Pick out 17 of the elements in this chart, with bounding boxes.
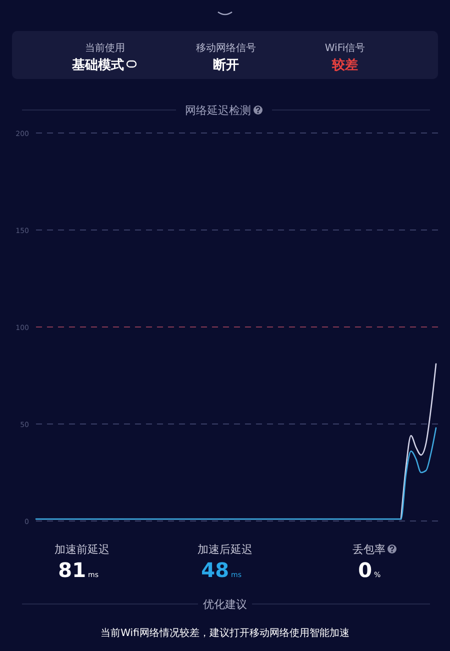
text: 81 <box>58 558 86 582</box>
text: 加速前延迟 <box>54 543 110 556</box>
text: 基础模式 <box>71 57 124 73</box>
text: 当前使用 <box>85 42 125 54</box>
chart-title: 网络延迟检测 <box>185 104 251 117</box>
text: 移动网络信号 <box>196 42 256 54</box>
text: 优化建议 <box>203 598 247 611</box>
text: WiFi信号 <box>324 42 366 54</box>
text: 0 <box>358 558 372 582</box>
text: 48 <box>201 558 229 582</box>
text: 当前Wifi网络情况较差，建议打开移动网络使用智能加速 <box>100 627 350 639</box>
text: 加速后延迟 <box>198 543 252 556</box>
line-series <box>35 427 437 520</box>
text: 丢包率 <box>352 543 386 556</box>
line-series <box>400 363 437 520</box>
text: 较差 <box>331 57 358 73</box>
text: 断开 <box>213 58 239 73</box>
